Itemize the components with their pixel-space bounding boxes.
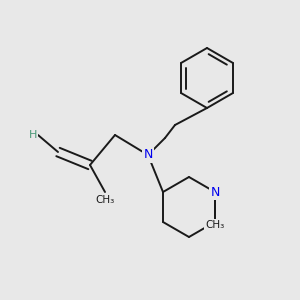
Text: H: H (29, 130, 37, 140)
Text: N: N (210, 185, 220, 199)
Text: CH₃: CH₃ (205, 220, 225, 230)
Text: N: N (143, 148, 153, 161)
Text: CH₃: CH₃ (95, 195, 115, 205)
